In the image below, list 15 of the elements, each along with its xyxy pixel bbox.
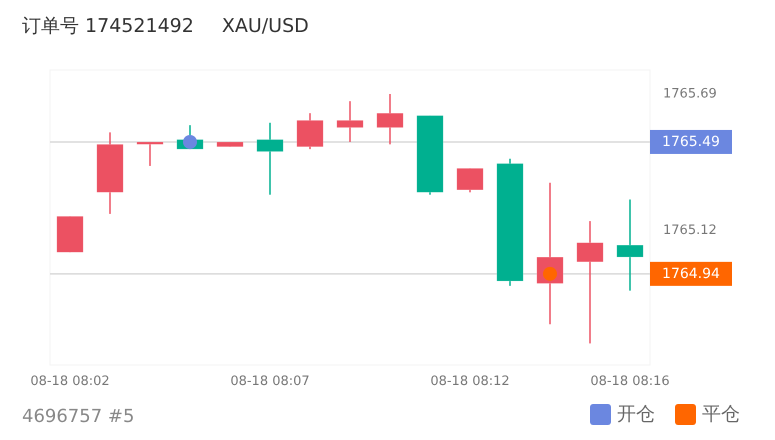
x-tick-label: 08-18 08:02 bbox=[30, 374, 110, 389]
ref-line-label: 1765.49 bbox=[662, 134, 720, 150]
x-tick-label: 08-18 08:16 bbox=[590, 374, 670, 389]
chart-title: 订单号 174521492 bbox=[22, 15, 194, 37]
candlestick bbox=[136, 141, 164, 167]
chart-subtitle: XAU/USD bbox=[222, 15, 309, 37]
text: 4696757 #5 bbox=[22, 406, 134, 427]
x-tick-label: 08-18 08:12 bbox=[430, 374, 510, 389]
ref-line-label: 1764.94 bbox=[662, 266, 720, 282]
legend-label: 平仓 bbox=[702, 403, 740, 425]
y-tick-label: 1765.69 bbox=[663, 86, 717, 102]
legend-label: 开仓 bbox=[617, 403, 655, 425]
candlestick bbox=[616, 198, 644, 292]
x-tick-label: 08-18 08:07 bbox=[230, 374, 310, 389]
y-tick-label: 1765.12 bbox=[663, 223, 717, 238]
